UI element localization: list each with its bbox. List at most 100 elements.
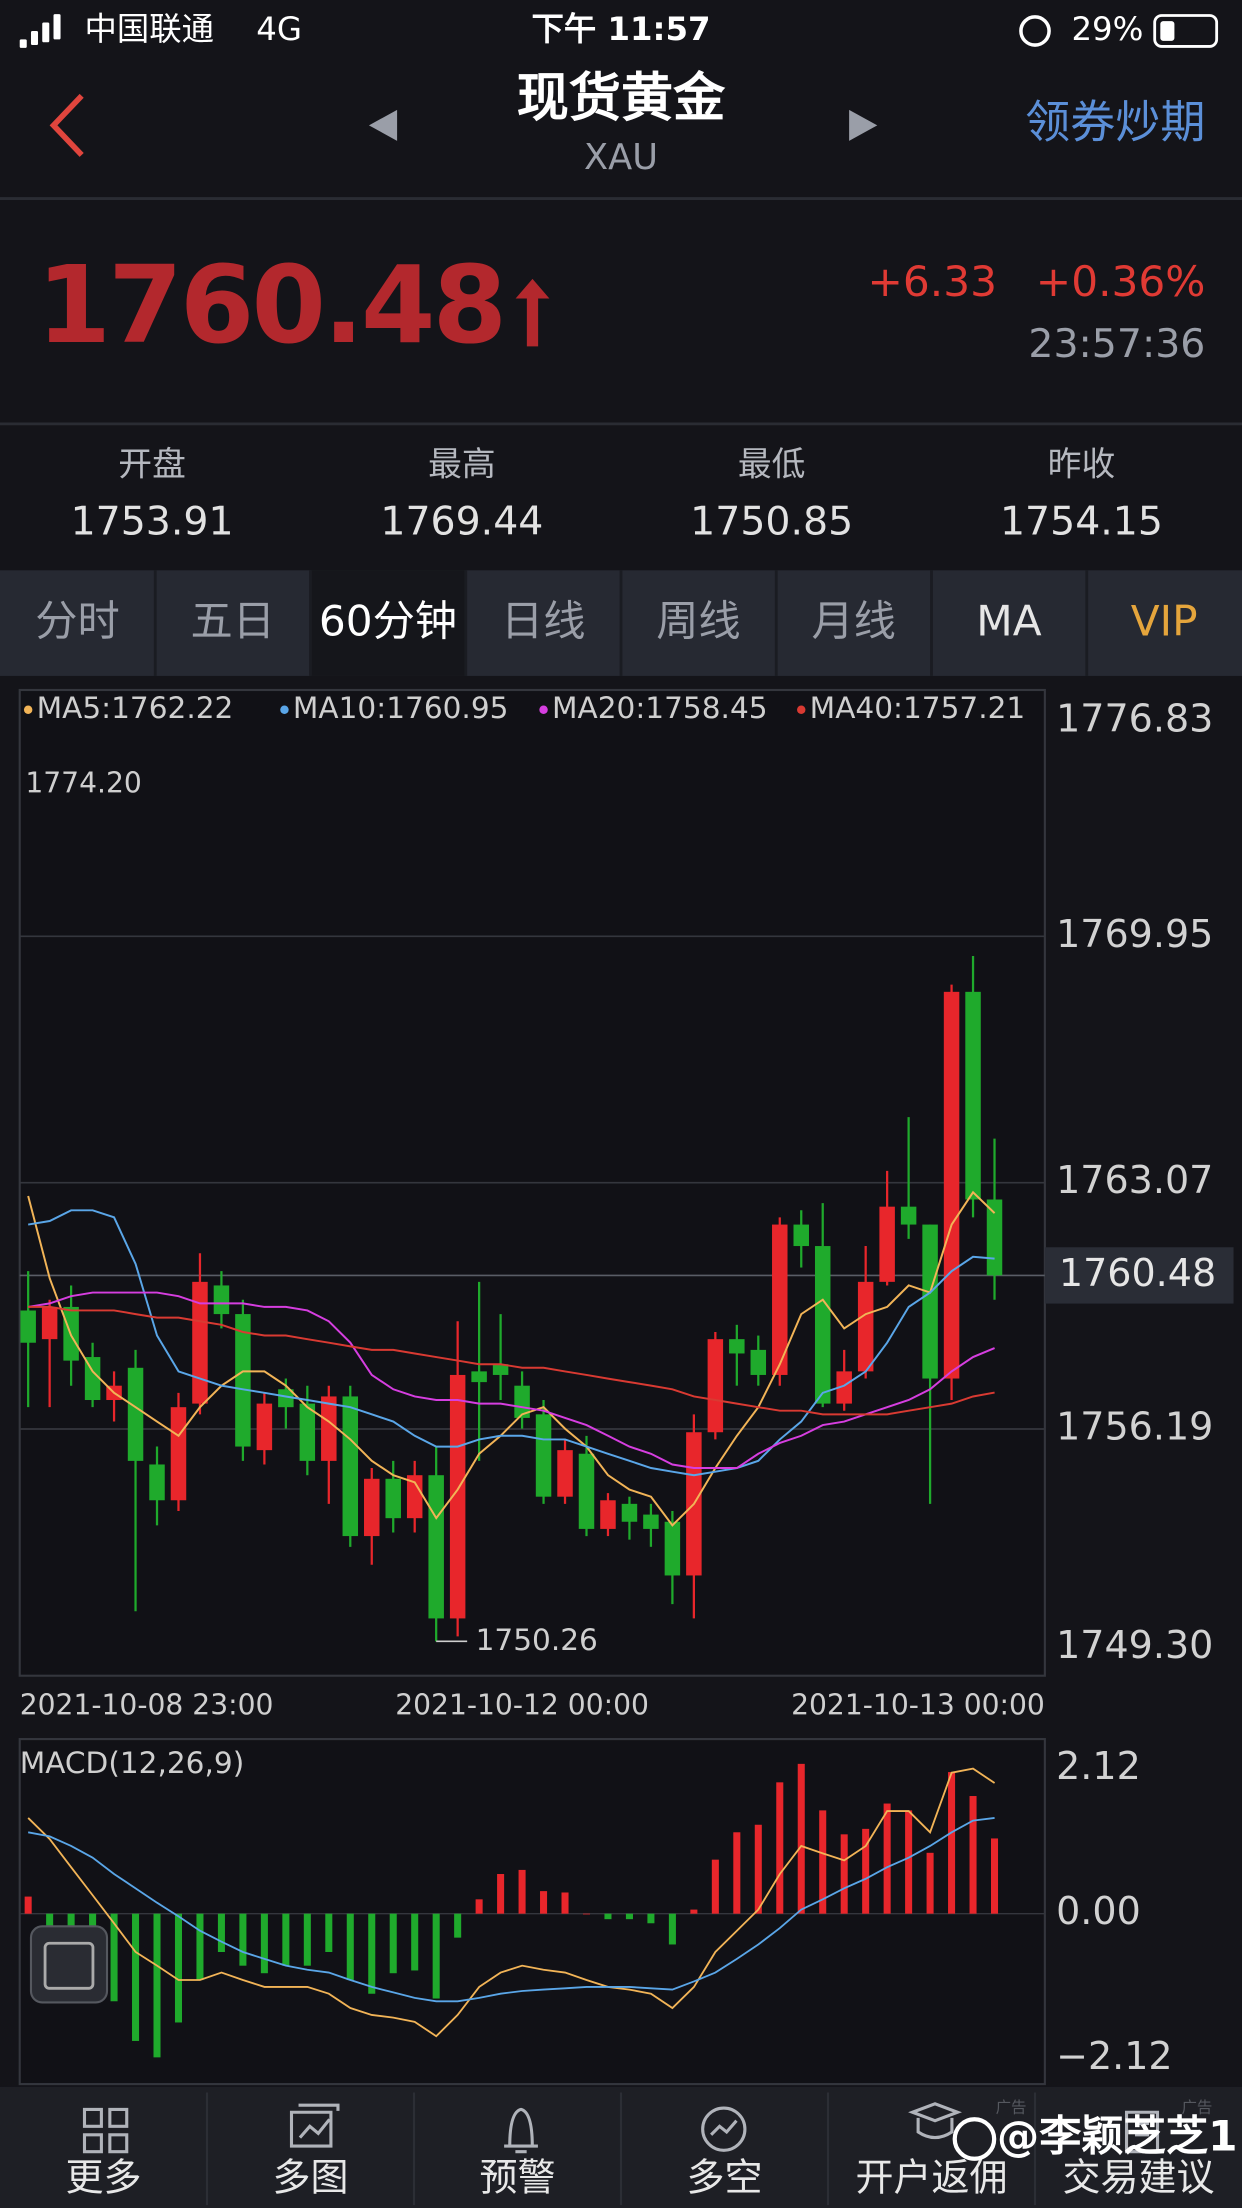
- tab[interactable]: MA: [976, 596, 1041, 645]
- legend-entry: MA10:1760.95: [293, 691, 509, 725]
- ma-line: [27, 1190, 996, 1527]
- macd-bar: [454, 1913, 462, 1938]
- macd-bar: [604, 1913, 612, 1920]
- last-price-label: 1760.48: [1059, 1251, 1216, 1295]
- tab-selected: [310, 570, 466, 676]
- nav-icon[interactable]: [82, 2107, 129, 2154]
- tab[interactable]: 60分钟: [319, 596, 457, 645]
- clock: 下午 11:57: [531, 10, 710, 48]
- nav-item[interactable]: 预警: [479, 2155, 555, 2199]
- candle-body: [836, 1371, 852, 1404]
- tab[interactable]: 月线: [811, 596, 895, 645]
- macd-bar: [990, 1838, 999, 1914]
- nav-icon[interactable]: [1124, 2110, 1160, 2154]
- prev-button[interactable]: [368, 109, 398, 141]
- macd-bar: [411, 1913, 419, 1971]
- next-button[interactable]: [849, 109, 878, 141]
- price-change-pct: +0.36%: [1036, 257, 1206, 306]
- macd-bar: [46, 1913, 54, 1928]
- macd-bar: [475, 1899, 483, 1914]
- candle-body: [814, 1246, 831, 1404]
- macd-bar: [110, 1913, 118, 2002]
- macd-bar: [174, 1913, 183, 2023]
- signal-bar: [42, 22, 50, 43]
- candle-body: [772, 1224, 788, 1375]
- tab[interactable]: 五日: [190, 596, 274, 645]
- fullscreen-button[interactable]: [29, 1925, 109, 2004]
- nav-item[interactable]: 更多: [65, 2155, 141, 2199]
- tab[interactable]: 日线: [501, 596, 585, 645]
- candle-body: [449, 1374, 466, 1619]
- macd-bar: [368, 1913, 376, 1994]
- nav-icon[interactable]: [504, 2107, 538, 2154]
- nav-icon[interactable]: [908, 2102, 962, 2140]
- macd-frame: [18, 1738, 1046, 2086]
- macd-bar: [497, 1874, 505, 1914]
- legend-entry: MA5:1762.22: [37, 691, 234, 725]
- back-button[interactable]: [49, 93, 84, 157]
- coupon-link[interactable]: 领券炒期: [1025, 95, 1205, 148]
- macd-bar: [132, 1913, 140, 2041]
- ma-line: [28, 1291, 995, 1469]
- signal-bar: [30, 30, 39, 46]
- page-title: 现货黄金: [517, 68, 726, 128]
- macd-bar: [389, 1913, 397, 1974]
- watermark: @李颖芝芝1: [997, 2112, 1238, 2161]
- nav-icon[interactable]: [701, 2106, 747, 2152]
- macd-bar: [303, 1913, 311, 1966]
- candle-body: [213, 1285, 230, 1315]
- macd-bar: [819, 1810, 827, 1914]
- macd-bar: [260, 1913, 268, 1974]
- x-tick-label: 2021-10-12 00:00: [395, 1689, 649, 1722]
- candle-body: [750, 1349, 767, 1375]
- candle-body: [986, 1199, 1003, 1276]
- macd-bar: [24, 1896, 32, 1914]
- ad-label: 广告: [996, 2099, 1027, 2117]
- legend-dot: [280, 705, 289, 714]
- candle-body: [385, 1478, 401, 1519]
- legend-dot: [539, 705, 548, 714]
- candle-body: [600, 1500, 616, 1529]
- macd-bar: [282, 1913, 290, 1966]
- ad-label: 广告: [1181, 2099, 1212, 2117]
- candle-body: [857, 1281, 874, 1372]
- macd-bar: [969, 1796, 977, 1914]
- macd-bar: [346, 1913, 354, 1981]
- watermark-logo: [952, 2117, 997, 2161]
- macd-bar: [153, 1913, 161, 2058]
- stat-label: 昨收: [1048, 445, 1116, 484]
- candle-body: [922, 1224, 938, 1379]
- legend-dot: [797, 705, 806, 714]
- macd-bar: [561, 1892, 569, 1914]
- stat-label: 最低: [738, 445, 806, 484]
- candle-body: [557, 1450, 573, 1497]
- nav-icon[interactable]: [289, 2103, 340, 2148]
- y-tick-label: 1756.19: [1056, 1405, 1213, 1449]
- macd-bar: [733, 1832, 741, 1914]
- macd-line: [27, 1817, 995, 2003]
- network: 4G: [256, 10, 302, 48]
- candle-body: [342, 1396, 359, 1537]
- nav-item[interactable]: 多图: [272, 2155, 348, 2199]
- candle-body: [192, 1281, 208, 1404]
- y-tick-label: 1776.83: [1056, 696, 1213, 740]
- macd-bar: [325, 1913, 333, 1953]
- nav-item[interactable]: 开户返佣: [855, 2155, 1007, 2199]
- candle-body: [170, 1407, 187, 1501]
- legend-dot: [23, 705, 33, 714]
- tab[interactable]: 周线: [656, 596, 740, 645]
- macd-bar: [883, 1803, 891, 1914]
- candle-body: [492, 1364, 509, 1375]
- y-tick-label: −2.12: [1056, 2034, 1173, 2078]
- indicator-title: MACD(12,26,9): [20, 1746, 245, 1780]
- stat-label: 最高: [428, 445, 496, 484]
- candle-body: [514, 1385, 530, 1418]
- candle-body: [664, 1521, 681, 1576]
- macd-bar: [776, 1782, 784, 1914]
- stat-value: 1754.15: [1000, 498, 1163, 544]
- tab[interactable]: VIP: [1131, 596, 1198, 645]
- tab[interactable]: 分时: [35, 596, 119, 645]
- stat-value: 1750.85: [690, 498, 853, 544]
- nav-item[interactable]: 交易建议: [1062, 2155, 1214, 2199]
- nav-item[interactable]: 多空: [686, 2155, 762, 2199]
